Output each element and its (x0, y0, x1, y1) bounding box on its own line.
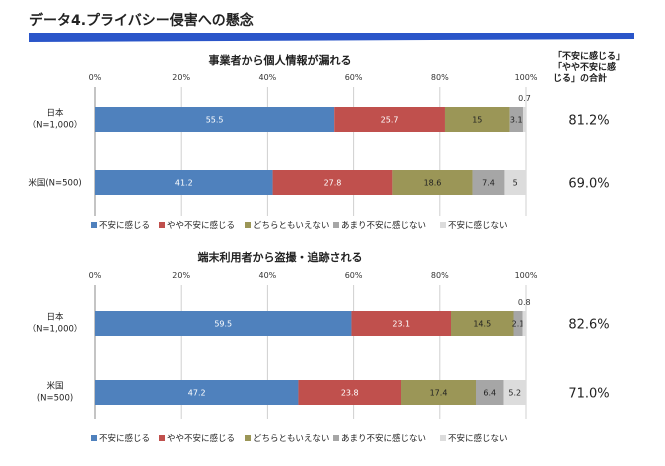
bar-segment (392, 170, 473, 195)
chart-title: 端末利用者から盗撮・追跡される (198, 250, 363, 264)
bar-segment (522, 107, 526, 132)
bar-segment (522, 311, 526, 336)
legend-swatch (91, 435, 97, 441)
legend-swatch (245, 435, 251, 441)
bar-segment (472, 170, 505, 195)
legend-label: あまり不安に感じない (341, 433, 426, 444)
total-percentage: 69.0% (568, 177, 609, 192)
legend-swatch (333, 435, 339, 441)
bar-segment (95, 311, 352, 336)
data-label: 17.4 (430, 389, 448, 398)
page-title: データ4.プライバシー侵害への懸念 (29, 13, 254, 29)
legend-swatch (440, 435, 446, 441)
data-label: 6.4 (483, 389, 496, 398)
chart-voyeur-tracking: 端末利用者から盗撮・追跡される 0% 20% 40% 60% 80% 100% 日本（N=1,… (28, 250, 610, 444)
data-label: 3.1 (510, 116, 523, 125)
category-label: 米国(N=500) (28, 178, 81, 189)
x-tick-label: 80% (431, 73, 449, 82)
bar-segment (476, 380, 504, 405)
legend-swatch (245, 222, 251, 228)
data-label: 55.5 (206, 116, 224, 125)
legend-label: 不安に感じない (448, 433, 508, 444)
legend-label: あまり不安に感じない (341, 220, 426, 231)
legend-label: やや不安に感じる (167, 220, 235, 231)
legend-label: どちらともいえない (253, 221, 329, 231)
x-tick-label: 40% (259, 271, 277, 280)
bar-segment (503, 380, 526, 405)
title-underline (29, 33, 634, 42)
x-tick-label: 100% (515, 73, 538, 82)
data-label: 5 (513, 179, 518, 188)
data-label: 41.2 (175, 179, 193, 188)
bar-segment (334, 107, 445, 132)
bar-segment (444, 107, 510, 132)
legend-swatch (440, 222, 446, 228)
legend-swatch (159, 435, 165, 441)
total-percentage: 71.0% (568, 387, 609, 402)
legend-swatch (159, 222, 165, 228)
x-tick-label: 100% (515, 271, 538, 280)
x-tick-label: 60% (345, 271, 363, 280)
data-label: 14.5 (473, 320, 491, 329)
legend-label: 不安に感じる (99, 220, 150, 231)
legend-label: どちらともいえない (253, 434, 329, 444)
data-label: 5.2 (508, 389, 521, 398)
legend-swatch (333, 222, 339, 228)
data-label: 15 (472, 116, 482, 125)
bar-segment (95, 380, 299, 405)
bar-segment (95, 107, 335, 132)
category-label: 日本 (46, 312, 64, 323)
data-label: 2.1 (512, 320, 525, 329)
legend-label: 不安に感じる (99, 433, 150, 444)
total-percentage: 81.2% (568, 114, 609, 129)
category-sublabel: （N=1,000） (28, 120, 83, 131)
data-label: 7.4 (482, 179, 495, 188)
total-percentage: 82.6% (568, 318, 609, 333)
data-label: 59.5 (214, 320, 232, 329)
x-tick-label: 20% (172, 73, 190, 82)
x-tick-label: 80% (431, 271, 449, 280)
bar-segment (513, 311, 523, 336)
bar-segment (95, 170, 273, 195)
chart-title: 事業者から個人情報が漏れる (209, 53, 352, 67)
bar-segment (351, 311, 452, 336)
bar-segment (272, 170, 393, 195)
bar-segment (504, 170, 526, 195)
data-label: 0.7 (518, 94, 531, 103)
bar-segment (298, 380, 402, 405)
data-label: 18.6 (424, 179, 442, 188)
category-label: 米国 (46, 381, 63, 392)
x-tick-label: 20% (172, 271, 190, 280)
x-tick-label: 40% (259, 73, 277, 82)
legend-label: やや不安に感じる (167, 433, 235, 444)
category-sublabel: (N=500) (37, 394, 73, 404)
category-label: 日本 (46, 108, 64, 119)
data-label: 23.1 (392, 320, 410, 329)
data-label: 27.8 (324, 179, 342, 188)
legend-swatch (91, 222, 97, 228)
x-tick-label: 60% (345, 73, 363, 82)
total-column-header: 「不安に感じる」「やや不安に感じる」の合計 (553, 52, 621, 84)
data-label: 25.7 (381, 116, 399, 125)
bar-segment (509, 107, 523, 132)
bar-segment (451, 311, 514, 336)
x-tick-label: 0% (89, 271, 102, 280)
data-label: 23.8 (341, 389, 359, 398)
legend-label: 不安に感じない (448, 220, 508, 231)
x-tick-label: 0% (89, 73, 102, 82)
bar-segment (401, 380, 477, 405)
data-label: 0.8 (518, 298, 531, 307)
data-label: 47.2 (188, 389, 206, 398)
category-sublabel: （N=1,000） (28, 324, 83, 335)
chart-personal-info-leak: 事業者から個人情報が漏れる 0% 20% 40% 60% 80% 100% 日本（N=1,00… (28, 53, 610, 231)
